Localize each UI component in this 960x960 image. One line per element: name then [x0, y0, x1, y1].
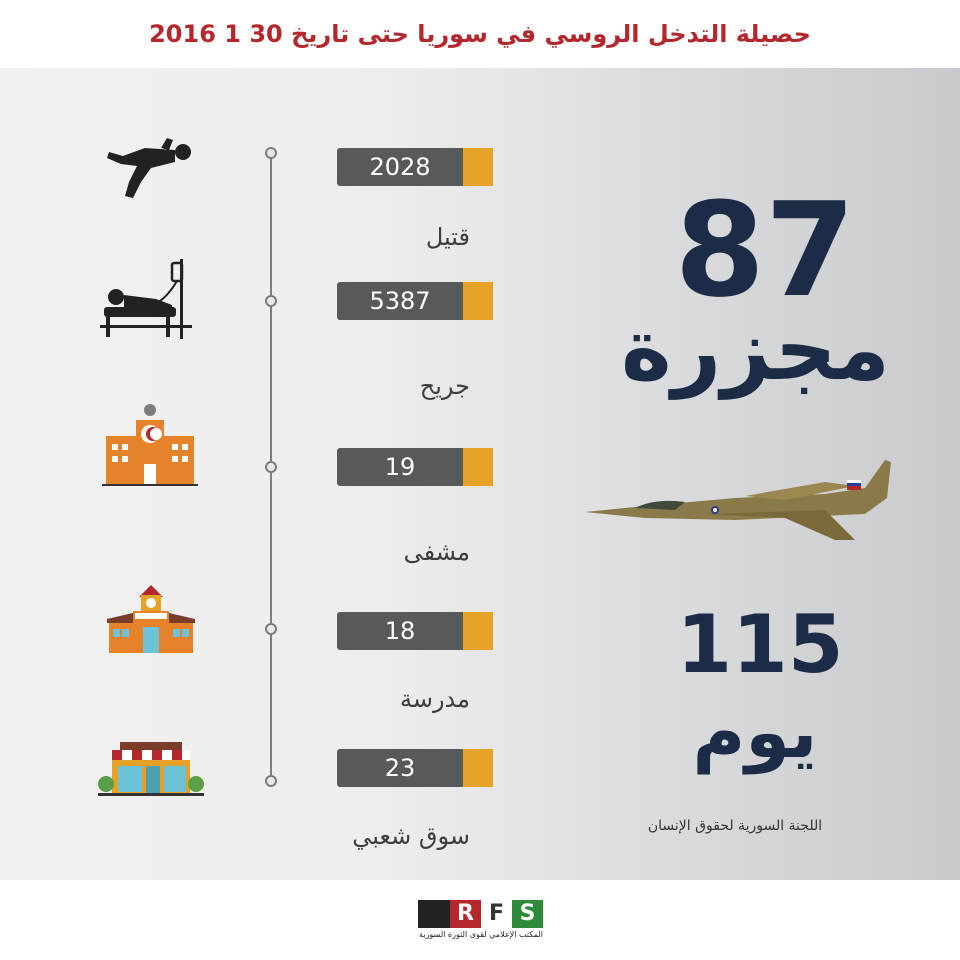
stat-bar-hospitals: 19 — [337, 448, 493, 486]
timeline-dot — [265, 461, 277, 473]
massacres-number: 87 — [674, 174, 856, 326]
stat-bar-markets: 23 — [337, 749, 493, 787]
logo-letter: F — [481, 900, 512, 928]
stat-value: 23 — [384, 754, 416, 782]
fighter-jet-icon — [585, 460, 891, 540]
rfs-logo: R F S المكتب الإعلامي لقوى الثورة السوري… — [418, 900, 544, 948]
stat-label-injured: جريح — [419, 372, 470, 400]
logo-subtitle: المكتب الإعلامي لقوى الثورة السورية — [419, 930, 543, 939]
timeline-dot — [265, 295, 277, 307]
stat-accent — [463, 749, 493, 787]
fallen-person-icon — [107, 138, 191, 198]
injured-patient-icon — [100, 259, 192, 339]
massacres-label: مجزرة — [620, 300, 890, 400]
market-icon — [98, 742, 204, 796]
stat-accent — [463, 448, 493, 486]
school-icon — [107, 585, 195, 653]
header: حصيلة التدخل الروسي في سوريا حتى تاريخ 3… — [0, 0, 960, 68]
source-credit: اللجنة السورية لحقوق الإنسان — [647, 818, 823, 834]
hospital-icon — [102, 404, 198, 486]
stat-label-hospitals: مشفى — [403, 538, 470, 566]
logo-letter: R — [450, 900, 481, 928]
timeline-dot — [265, 147, 277, 159]
timeline-dot — [265, 623, 277, 635]
stat-bar-killed: 2028 — [337, 148, 493, 186]
days-number: 115 — [676, 598, 844, 691]
stat-value: 2028 — [369, 153, 431, 181]
stat-bar-injured: 5387 — [337, 282, 493, 320]
days-label: يوم — [692, 690, 818, 774]
stat-accent — [463, 148, 493, 186]
stat-label-killed: قتيل — [425, 223, 470, 251]
timeline-dot — [265, 775, 277, 787]
stat-value: 18 — [384, 617, 416, 645]
logo-letter: S — [512, 900, 543, 928]
stat-label-schools: مدرسة — [399, 685, 470, 713]
stat-accent — [463, 612, 493, 650]
stat-value: 5387 — [369, 287, 431, 315]
stat-value: 19 — [384, 453, 416, 481]
stat-label-markets: سوق شعبي — [352, 822, 470, 850]
page-title: حصيلة التدخل الروسي في سوريا حتى تاريخ 3… — [149, 20, 811, 48]
logo-block-black — [418, 900, 450, 928]
stat-accent — [463, 282, 493, 320]
stat-bar-schools: 18 — [337, 612, 493, 650]
